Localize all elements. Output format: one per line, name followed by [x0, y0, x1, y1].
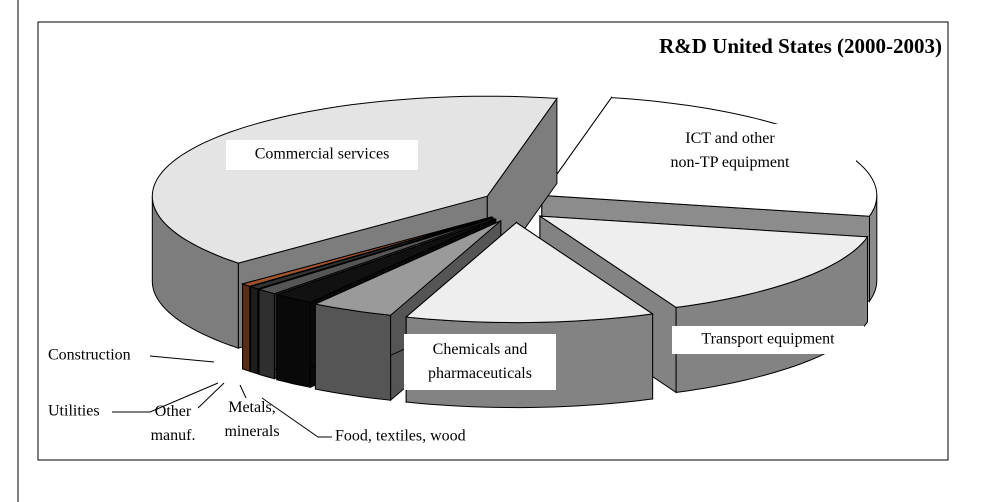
slice-top [151, 95, 558, 264]
slice-side [276, 294, 311, 388]
slice-label: Commercial services [255, 146, 390, 163]
slice-side [242, 283, 251, 372]
slice-label: Metals, minerals [224, 399, 279, 440]
slice-top [313, 220, 502, 316]
slice-top [248, 216, 493, 290]
chart-frame [37, 21, 949, 461]
slice-label: Food, textiles, wood [335, 428, 466, 445]
slice-top [275, 218, 496, 303]
slice-label: ICT and other non-TP equipment [671, 130, 791, 171]
leader-line [239, 384, 247, 399]
slice-label: Construction [48, 347, 131, 364]
slice-top [404, 221, 654, 324]
slice-side [250, 285, 259, 375]
slice-label: Transport equipment [701, 331, 835, 348]
leader-line [149, 355, 215, 363]
leader-line [112, 382, 219, 413]
slice-label: Other manuf. [151, 403, 196, 444]
label-background [606, 124, 856, 180]
slice-label: Chemicals and pharmaceuticals [428, 341, 532, 382]
slice-label: Utilities [48, 403, 100, 420]
leader-line [197, 382, 225, 409]
slice-top [538, 215, 869, 308]
leader-line [261, 397, 332, 438]
slice-side [314, 303, 392, 401]
label-background [404, 334, 556, 390]
label-background [672, 326, 864, 354]
slice-top [240, 216, 492, 287]
slice-top [257, 217, 494, 295]
label-background [226, 140, 418, 170]
chart-title: R&D United States (2000-2003) [659, 34, 942, 58]
slice-side [258, 288, 275, 380]
